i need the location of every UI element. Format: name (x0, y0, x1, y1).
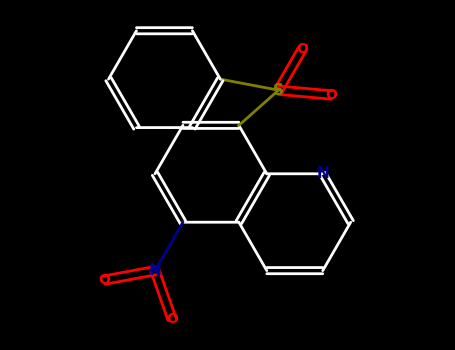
Text: O: O (296, 42, 308, 56)
Text: O: O (98, 273, 110, 287)
Text: O: O (166, 312, 178, 326)
Text: N: N (316, 166, 329, 181)
Text: N: N (149, 263, 162, 278)
Text: O: O (326, 88, 338, 102)
Text: S: S (273, 83, 284, 98)
